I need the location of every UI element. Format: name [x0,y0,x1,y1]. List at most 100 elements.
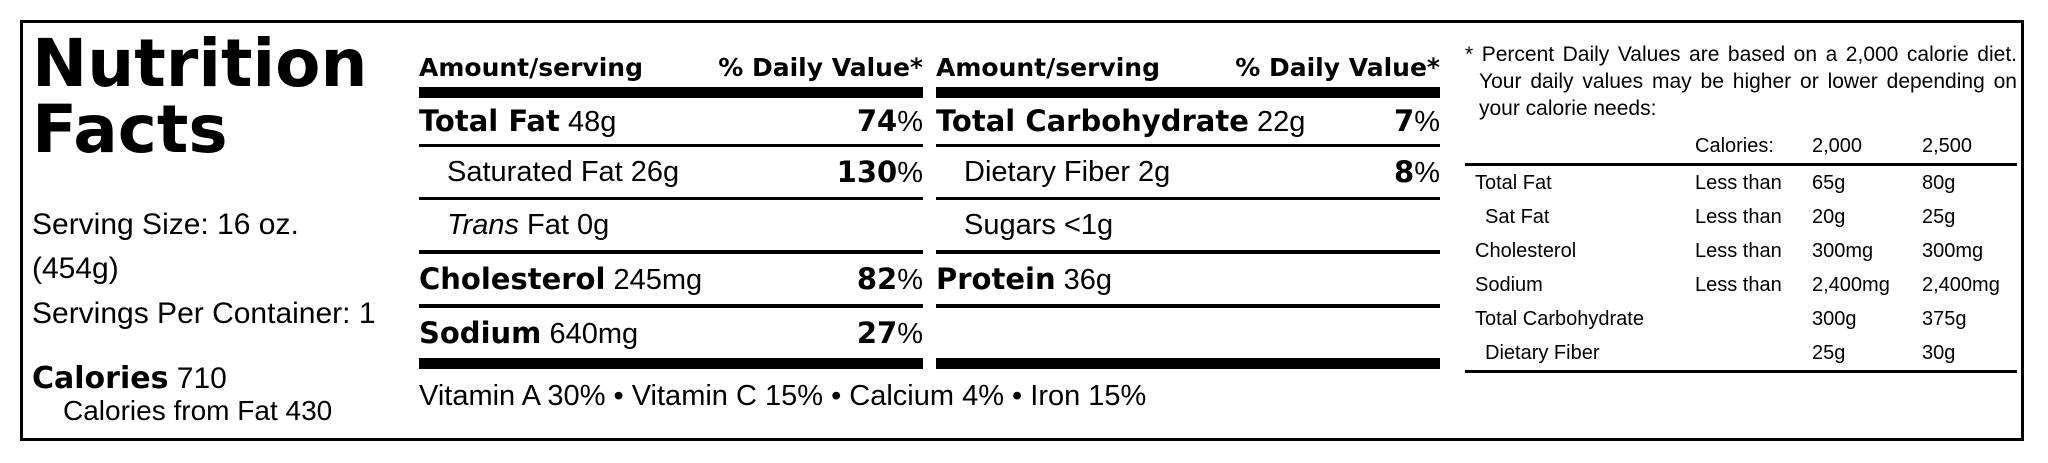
dv-value-2500: 25g [1922,206,1956,228]
nutrient-name: Cholesterol [419,262,606,296]
dv-condition: Less than [1695,274,1782,296]
nutrient-amount: 22g [1256,106,1306,138]
nutrient-amount: 36g [1063,264,1113,296]
nutrient-row-saturated-fat: Saturated Fat 26g 130% [419,147,923,197]
nutrition-label: Nutrition Facts Serving Size: 16 oz. (45… [20,20,2024,441]
percent-sign: % [1414,157,1440,189]
thick-divider [419,87,923,98]
calories-header: Calories: [1695,135,1774,157]
divider [936,250,1440,254]
dv-nutrient: Total Carbohydrate [1475,308,1644,330]
dv-condition: Less than [1695,240,1782,262]
nutrient-row-total-fat: Total Fat 48g 74% [419,98,923,144]
dv-value-2000: 300mg [1812,240,1874,262]
percent-sign: % [1414,106,1440,138]
dv-row-cholesterol: Cholesterol Less than 300mg 300mg [1465,234,2017,268]
column-header: Amount/serving % Daily Value* [419,49,923,87]
nutrient-column-right: Amount/serving % Daily Value* Total Carb… [936,49,1440,369]
dv-table-divider [1465,163,2017,166]
percent-sign: % [897,264,923,296]
calories-label: Calories [32,361,169,396]
thick-divider [936,87,1440,98]
dv-row-dietary-fiber: Dietary Fiber 25g 30g [1465,336,2017,370]
dv-condition: Less than [1695,172,1782,194]
dv-nutrient: Total Fat [1475,172,1552,194]
dv-table-header: Calories: 2,000 2,500 [1465,129,2017,163]
dv-value-2500: 375g [1922,308,1967,330]
serving-size: Serving Size: 16 oz. [32,208,299,241]
calories-value: 710 [176,362,227,395]
nutrient-dv: 7 [1394,104,1415,138]
divider [936,197,1440,200]
divider [419,304,923,308]
nutrient-column-left: Amount/serving % Daily Value* Total Fat … [419,49,923,369]
divider [419,197,923,200]
calories: Calories 710 [32,362,227,396]
dv-row-total-fat: Total Fat Less than 65g 80g [1465,166,2017,200]
divider [419,144,923,147]
nutrient-dv: 74 [856,104,898,138]
amount-serving-header: Amount/serving [419,53,643,82]
nutrient-amount: 48g [567,106,617,138]
dv-value-2000: 20g [1812,206,1846,228]
nutrient-dv: 27 [856,316,898,350]
calories-2500-header: 2,500 [1922,135,1973,157]
daily-value-table: Calories: 2,000 2,500 Total Fat Less tha… [1465,129,2017,373]
nutrient-name: Total Carbohydrate [936,104,1249,138]
divider [419,250,923,254]
footnote: * Percent Daily Values are based on a 2,… [1465,41,2017,122]
nutrient-name: Dietary Fiber 2g [964,156,1171,188]
nutrient-name: Sodium [419,316,542,350]
nutrient-dv: 130 [836,155,898,189]
trans-word: Trans [447,209,519,241]
dv-nutrient: Dietary Fiber [1485,342,1600,364]
dv-condition: Less than [1695,206,1782,228]
dv-value-2500: 80g [1922,172,1956,194]
dv-row-sat-fat: Sat Fat Less than 20g 25g [1465,200,2017,234]
nutrient-dv: 82 [856,262,898,296]
dv-row-sodium: Sodium Less than 2,400mg 2,400mg [1465,268,2017,302]
nutrient-row-dietary-fiber: Dietary Fiber 2g 8% [936,147,1440,197]
calories-2000-header: 2,000 [1812,135,1863,157]
dv-nutrient: Sat Fat [1485,206,1550,228]
nutrient-row-protein: Protein 36g [936,254,1440,304]
dv-value-2000: 25g [1812,342,1846,364]
nutrient-name: Protein [936,262,1056,296]
thick-divider [419,358,923,369]
nutrient-name: Sugars <1g [964,209,1114,241]
servings-per-container: Servings Per Container: 1 [32,297,376,330]
nutrient-row-cholesterol: Cholesterol 245mg 82% [419,254,923,304]
trans-fat-amount: Fat 0g [518,209,610,241]
dv-table-bottom-rule [1465,370,2017,373]
serving-size-grams: (454g) [32,252,119,285]
nutrient-row-trans-fat: Trans Fat 0g [419,200,923,250]
percent-sign: % [897,318,923,350]
title-line-2: Facts [32,91,228,168]
dv-nutrient: Cholesterol [1475,240,1577,262]
nutrient-row-empty [936,308,1440,358]
amount-serving-header: Amount/serving [936,53,1160,82]
dv-value-2000: 2,400mg [1812,274,1890,296]
nutrient-amount: 640mg [549,318,639,350]
label-title: Nutrition Facts [32,31,402,163]
calories-from-fat: Calories from Fat 430 [63,395,333,426]
title-line-1: Nutrition [32,25,368,102]
nutrient-row-total-carbohydrate: Total Carbohydrate 22g 7% [936,98,1440,144]
nutrient-name: Total Fat [419,104,560,138]
thick-divider [936,358,1440,369]
column-header: Amount/serving % Daily Value* [936,49,1440,87]
dv-row-total-carbohydrate: Total Carbohydrate 300g 375g [1465,302,2017,336]
dv-value-2000: 65g [1812,172,1846,194]
divider [936,304,1440,308]
percent-sign: % [897,157,923,189]
nutrient-amount: 245mg [613,264,703,296]
vitamins-minerals: Vitamin A 30% • Vitamin C 15% • Calcium … [419,380,1147,412]
dv-value-2500: 2,400mg [1922,274,2000,296]
nutrient-dv: 8 [1394,155,1415,189]
dv-value-2500: 300mg [1922,240,1984,262]
footnote-text: * Percent Daily Values are based on a 2,… [1465,43,2017,120]
dv-nutrient: Sodium [1475,274,1543,296]
daily-value-header: % Daily Value* [1235,53,1440,82]
divider [936,144,1440,147]
nutrient-row-sugars: Sugars <1g [936,200,1440,250]
